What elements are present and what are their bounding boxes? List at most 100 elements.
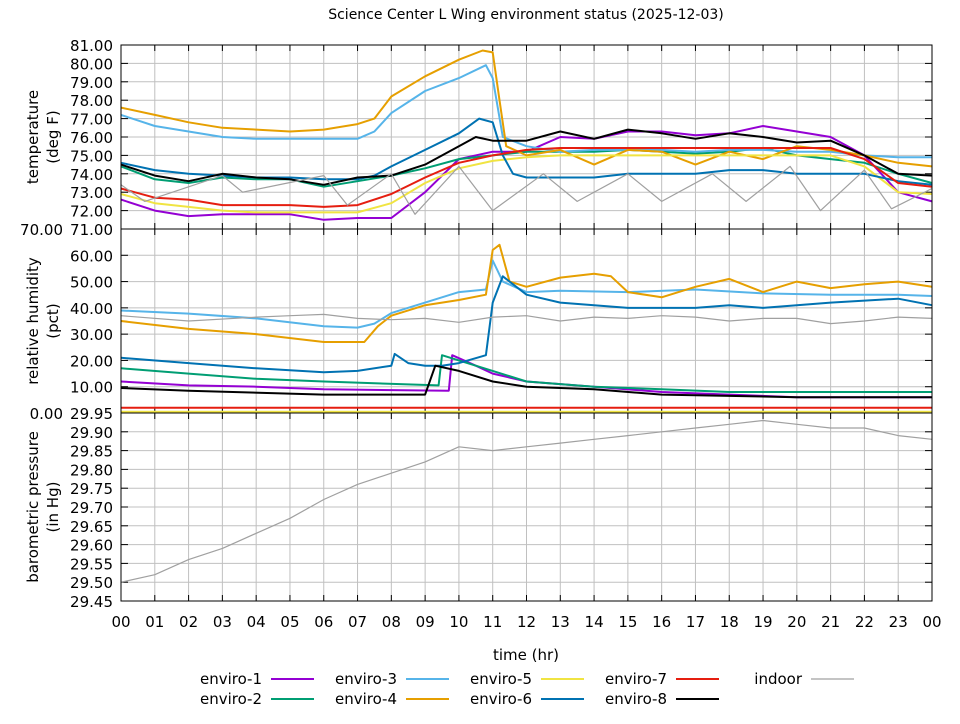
y-axis-label: temperature	[24, 90, 42, 184]
legend-item-indoor: indoor	[754, 670, 854, 688]
y-tick-label: 71.00	[70, 221, 113, 239]
y-tick-label: 29.45	[70, 593, 113, 611]
x-tick-label: 18	[720, 613, 739, 631]
y-tick-label: 70.00	[20, 221, 63, 239]
legend-item-enviro-7: enviro-7	[605, 670, 719, 688]
panel-frame	[120, 412, 933, 602]
series-line-indoor	[120, 165, 933, 215]
series-line-enviro-4	[120, 243, 933, 343]
series-line-enviro-2	[120, 354, 932, 393]
series-line-enviro-8	[120, 128, 933, 186]
x-tick-label: 06	[314, 613, 333, 631]
x-tick-label: 19	[753, 613, 772, 631]
x-tick-label: 11	[483, 613, 502, 631]
y-tick-label: 20.00	[70, 352, 113, 370]
series-line-enviro-3	[120, 64, 932, 159]
y-tick-label: 29.60	[70, 537, 113, 555]
legend-item-enviro-1: enviro-1	[200, 670, 314, 688]
x-axis-label: time (hr)	[493, 646, 559, 664]
panel-3: 29.9529.9029.8529.8029.7529.7029.6529.60…	[24, 405, 933, 611]
x-tick-label: 17	[686, 613, 705, 631]
legend-label: indoor	[754, 670, 803, 688]
legend-item-enviro-5: enviro-5	[470, 670, 584, 688]
y-tick-label: 29.50	[70, 574, 113, 592]
y-tick-label: 29.65	[70, 518, 113, 536]
legend-item-enviro-2: enviro-2	[200, 690, 314, 708]
y-axis-label: (pct)	[44, 303, 62, 338]
y-tick-label: 75.00	[70, 147, 113, 165]
y-tick-label: 29.55	[70, 555, 113, 573]
series-line-enviro-8	[120, 364, 932, 399]
x-tick-label: 04	[247, 613, 266, 631]
y-tick-label: 29.85	[70, 443, 113, 461]
x-tick-label: 10	[449, 613, 468, 631]
y-tick-label: 50.00	[70, 274, 113, 292]
y-axis-label: barometric pressure	[24, 431, 42, 583]
y-tick-label: 0.00	[30, 405, 63, 423]
x-tick-label: 20	[787, 613, 806, 631]
legend-label: enviro-4	[335, 690, 397, 708]
x-tick-label: 00	[111, 613, 130, 631]
x-tick-label: 02	[179, 613, 198, 631]
x-tick-label: 05	[280, 613, 299, 631]
x-tick-label: 07	[348, 613, 367, 631]
x-tick-label: 08	[382, 613, 401, 631]
y-tick-label: 29.70	[70, 499, 113, 517]
y-axis-label: relative humidity	[24, 257, 42, 385]
y-tick-label: 29.80	[70, 461, 113, 479]
y-tick-label: 81.00	[70, 37, 113, 55]
y-tick-label: 10.00	[70, 379, 113, 397]
chart-title: Science Center L Wing environment status…	[328, 7, 724, 23]
series-line-enviro-1	[120, 354, 932, 399]
y-tick-label: 72.00	[70, 203, 113, 221]
y-axis-label: (in Hg)	[44, 482, 62, 533]
x-tick-label: 12	[517, 613, 536, 631]
legend-label: enviro-8	[605, 690, 667, 708]
legend: enviro-1 enviro-2 enviro-3 enviro-4 enviro-5…	[200, 670, 854, 708]
x-tick-label: 16	[652, 613, 671, 631]
series-line-enviro-6	[120, 117, 933, 186]
x-tick-label: 21	[821, 613, 840, 631]
y-tick-label: 29.90	[70, 424, 113, 442]
y-axis-label: (deg F)	[44, 110, 62, 163]
legend-label: enviro-6	[470, 690, 532, 708]
y-tick-label: 74.00	[70, 166, 113, 184]
y-tick-label: 76.00	[70, 129, 113, 147]
series-line-indoor	[120, 313, 933, 325]
legend-item-enviro-8: enviro-8	[605, 690, 719, 708]
y-tick-label: 30.00	[70, 326, 113, 344]
x-tick-label: 14	[585, 613, 604, 631]
legend-label: enviro-7	[605, 670, 667, 688]
y-tick-label: 79.00	[70, 74, 113, 92]
y-tick-label: 29.95	[70, 405, 113, 423]
series-line-enviro-7	[120, 147, 933, 208]
x-tick-label: 09	[416, 613, 435, 631]
series-line-indoor	[120, 419, 933, 583]
x-tick-label: 23	[889, 613, 908, 631]
legend-item-enviro-3: enviro-3	[335, 670, 449, 688]
x-tick-label: 01	[145, 613, 164, 631]
legend-label: enviro-3	[335, 670, 397, 688]
y-tick-label: 78.00	[70, 92, 113, 110]
y-tick-label: 40.00	[70, 300, 113, 318]
series-line-enviro-5	[120, 154, 933, 214]
y-tick-label: 77.00	[70, 111, 113, 129]
legend-label: enviro-5	[470, 670, 532, 688]
legend-item-enviro-4: enviro-4	[335, 690, 449, 708]
panel-2: 60.00 50.00 40.00 30.00 20.00 10.00 0.00 relati…	[24, 228, 933, 423]
x-tick-label: 13	[551, 613, 570, 631]
y-tick-label: 80.00	[70, 55, 113, 73]
y-tick-label: 73.00	[70, 184, 113, 202]
y-tick-label: 29.75	[70, 480, 113, 498]
legend-label: enviro-2	[200, 690, 262, 708]
x-tick-label: 00	[922, 613, 941, 631]
legend-label: enviro-1	[200, 670, 262, 688]
x-tick-label: 15	[618, 613, 637, 631]
series-line-enviro-6	[120, 275, 933, 374]
panel-1: 81.0080.0079.0078.0077.0076.0075.0074.00…	[20, 37, 933, 239]
x-tick-label: 03	[213, 613, 232, 631]
y-tick-label: 60.00	[70, 247, 113, 265]
legend-item-enviro-6: enviro-6	[470, 690, 584, 708]
